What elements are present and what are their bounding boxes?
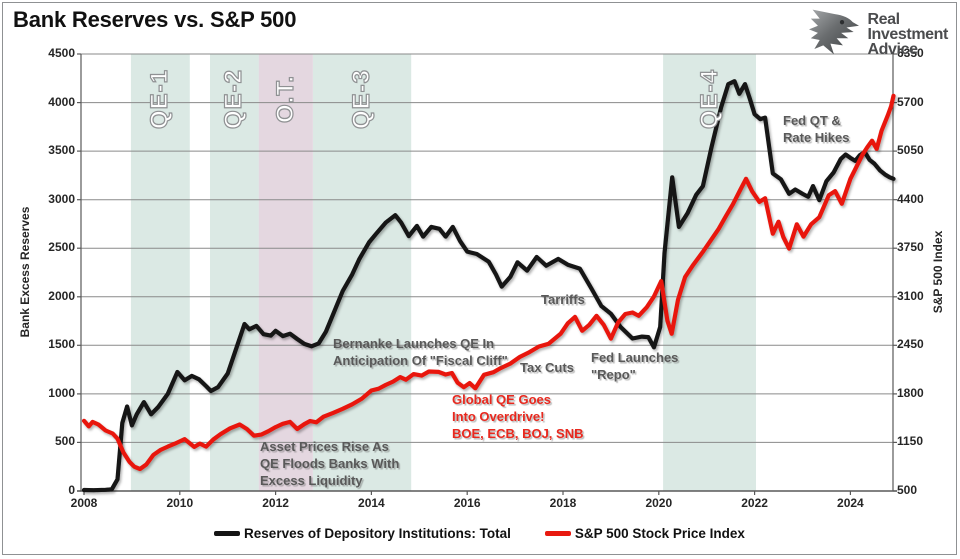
legend-label-reserves: Reserves of Depository Institutions: Tot… — [244, 526, 511, 541]
x-axis-tick: 2008 — [70, 496, 98, 510]
reserves-line-swatch — [214, 531, 241, 536]
annotation-5: Asset Prices Rise As QE Floods Banks Wit… — [260, 439, 400, 488]
x-axis-tick: 2022 — [741, 496, 768, 510]
right-axis-tick: 6350 — [897, 46, 924, 60]
plot-canvas — [3, 3, 956, 559]
legend-label-sp500: S&P 500 Stock Price Index — [574, 526, 745, 541]
x-axis-tick: 2024 — [837, 496, 864, 510]
x-axis-tick: 2016 — [453, 496, 481, 510]
legend-item-reserves: Reserves of Depository Institutions: Tot… — [214, 526, 511, 541]
right-axis-tick: 2450 — [897, 337, 924, 352]
band-label-qe2: QE-2 — [220, 68, 248, 130]
page-title: Bank Reserves vs. S&P 500 — [13, 7, 297, 32]
x-axis-tick: 2012 — [262, 496, 289, 510]
brand-logo: Real Investment Advice — [806, 7, 948, 62]
annotation-0: Bernanke Launches QE In Anticipation Of … — [333, 336, 508, 368]
left-axis-tick: 1000 — [48, 385, 75, 400]
left-axis-tick: 500 — [54, 434, 75, 449]
sp500-line-swatch — [544, 531, 571, 536]
left-axis-tick: 0 — [68, 483, 75, 497]
chart-area: 0 500 1000 1500 2000 2500 3000 3500 4000 4500 500 1… — [3, 3, 956, 554]
left-axis-tick: 4000 — [48, 94, 75, 109]
annotation-4: Global QE Goes Into Overdrive! BOE, ECB,… — [452, 392, 584, 441]
right-axis-tick: 4400 — [897, 191, 924, 206]
left-axis-tick: 3500 — [48, 143, 75, 158]
x-axis-tick: 2010 — [166, 496, 194, 510]
right-axis-tick: 1800 — [897, 385, 924, 400]
right-axis-tick: 1150 — [897, 434, 924, 449]
brand-line-1: Real — [867, 10, 901, 28]
x-axis-tick: 2018 — [549, 496, 577, 510]
right-axis-tick: 500 — [897, 483, 918, 497]
left-axis-tick: 2500 — [48, 240, 75, 255]
brand-line-2: Investment — [867, 25, 949, 43]
right-axis-tick: 5700 — [897, 94, 924, 109]
x-axis-tick: 2020 — [645, 496, 673, 510]
band-label-ot: O.T. — [271, 74, 299, 124]
legend: Reserves of Depository Institutions: Tot… — [3, 526, 956, 541]
brand-name: Real Investment Advice — [867, 10, 949, 59]
right-axis-tick: 3750 — [897, 240, 924, 255]
annotation-6: Fed QT & Rate Hikes — [783, 113, 850, 145]
left-axis-tick: 4500 — [48, 46, 75, 60]
annotation-3: Fed Launches "Repo" — [591, 350, 679, 382]
annotation-1: Tax Cuts — [520, 360, 574, 375]
left-axis-tick: 3000 — [48, 191, 75, 206]
left-axis-title: Bank Excess Reserves — [18, 206, 32, 338]
band-label-qe3: QE-3 — [347, 68, 376, 130]
brand-line-3: Advice — [867, 41, 918, 59]
band-label-qe1: QE-1 — [146, 68, 174, 130]
left-axis-tick: 1500 — [48, 337, 75, 352]
right-axis-tick: 5050 — [897, 143, 924, 158]
band-label-qe4: QE-4 — [695, 68, 723, 130]
annotation-2: Tarriffs — [541, 292, 585, 307]
eagle-icon — [806, 7, 862, 62]
x-axis-tick: 2014 — [358, 496, 385, 510]
legend-item-sp500: S&P 500 Stock Price Index — [544, 526, 745, 541]
left-axis-tick: 2000 — [48, 288, 75, 303]
right-axis-title: S&P 500 Index — [931, 230, 945, 314]
right-axis-tick: 3100 — [897, 288, 924, 303]
